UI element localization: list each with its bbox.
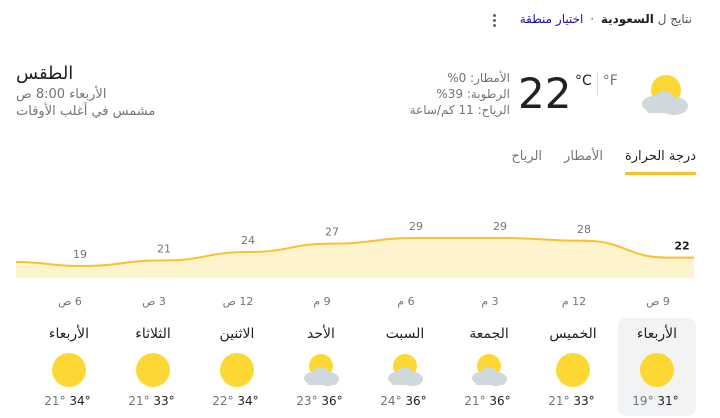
sun-icon [556,353,590,387]
day-forecast-item[interactable]: السبت 24° 36° [366,318,444,416]
weather-details: الأمطار: 0% الرطوبة: 39% الرياح: 11 كم/س… [396,70,510,118]
weather-summary: الطقس الأربعاء 8:00 ص مشمس في أغلب الأوق… [16,62,216,120]
day-forecast-item[interactable]: الأربعاء 19° 31° [618,318,696,416]
celsius-unit[interactable]: °C [575,73,592,89]
chart-data-label: 24 [241,234,255,247]
day-forecast-item[interactable]: الثلاثاء 21° 33° [114,318,192,416]
day-temperatures: 21° 33° [114,394,192,408]
day-temperatures: 21° 34° [30,394,108,408]
day-high-temp: 34° [69,394,91,408]
choose-region-link[interactable]: اختيار منطقة [519,12,584,26]
top-bar: نتايج ل السعودية · اختيار منطقة [0,8,720,32]
day-temperatures: 21° 33° [534,394,612,408]
results-prefix: نتايج ل [657,12,692,26]
day-high-temp: 33° [153,394,175,408]
day-forecast-item[interactable]: الخميس 21° 33° [534,318,612,416]
results-for-line: نتايج ل السعودية · اختيار منطقة [520,12,692,26]
day-low-temp: 19° [632,394,654,408]
tab-precipitation[interactable]: الأمطار [564,149,603,164]
chart-tick-label: 6 م [397,295,414,308]
unit-divider [596,73,598,95]
day-name: الأربعاء [636,326,678,342]
chart-data-label: 29 [409,220,423,233]
chart-series-line [15,237,694,268]
partly-cloudy-icon [304,354,339,386]
chart-tabs: درجة الحرارة الأمطار الرياح [489,146,696,175]
day-name: الجمعة [469,326,509,342]
sun-icon [52,353,86,387]
chart-tick-label: 12 ص [223,295,254,308]
location-name: السعودية [600,12,654,26]
chart-data-label: 22 [674,240,689,253]
chart-data-label: 27 [325,226,339,239]
day-forecast-item[interactable]: الاثنين 22° 34° [198,318,276,416]
day-low-temp: 21° [464,394,486,408]
chart-data-label: 19 [73,248,87,261]
current-datetime: الأربعاء 8:00 ص [16,87,107,102]
sun-icon [136,353,170,387]
chart-data-label: 28 [577,223,591,236]
chart-tick-label: 6 ص [58,295,82,308]
fahrenheit-unit[interactable]: °F [602,73,618,89]
separator-dot: · [590,12,595,26]
day-forecast-item[interactable]: الأحد 23° 36° [282,318,360,416]
partly-cloudy-icon [642,75,688,115]
day-high-temp: 36° [405,394,427,408]
humidity-text: الرطوبة: 39% [436,87,510,101]
wind-text: الرياح: 11 كم/ساعة [409,103,510,117]
day-name: الأربعاء [48,326,90,342]
weather-title: الطقس [16,63,74,84]
day-low-temp: 23° [296,394,318,408]
sun-icon [220,353,254,387]
day-high-temp: 33° [573,394,595,408]
current-temperature: 22 [518,69,572,118]
day-name: الأحد [307,326,335,342]
day-name: الخميس [549,326,597,342]
day-low-temp: 22° [212,394,234,408]
chart-tick-label: 9 ص [646,295,670,308]
chart-data-label: 21 [157,242,171,255]
chart-area-fill [16,238,694,278]
chart-data-label: 29 [493,220,507,233]
unit-switcher: °C °F [575,73,618,95]
day-temperatures: 23° 36° [282,394,360,408]
chart-tick-label: 9 م [313,295,330,308]
day-name: الاثنين [219,326,255,342]
day-high-temp: 36° [489,394,511,408]
day-high-temp: 31° [657,394,679,408]
day-low-temp: 21° [548,394,570,408]
day-low-temp: 24° [380,394,402,408]
chart-tick-label: 3 ص [142,295,166,308]
day-high-temp: 36° [321,394,343,408]
current-condition: مشمس في أغلب الأوقات [16,104,156,119]
day-name: الثلاثاء [135,326,171,342]
day-temperatures: 22° 34° [198,394,276,408]
temperature-chart: 22 28 29 29 27 24 21 19 9 ص 12 م 3 م 6 م 9 م 12 ص 3 ص… [15,220,694,308]
day-high-temp: 34° [237,394,259,408]
day-low-temp: 21° [44,394,66,408]
day-name: السبت [385,326,425,342]
partly-cloudy-icon [472,354,507,386]
precipitation-text: الأمطار: 0% [447,71,510,85]
tab-wind[interactable]: الرياح [511,149,543,164]
day-temperatures: 21° 36° [450,394,528,408]
partly-cloudy-icon [388,354,423,386]
chart-tick-label: 3 م [481,295,498,308]
day-low-temp: 21° [128,394,150,408]
more-options-icon[interactable] [484,10,504,30]
day-temperatures: 19° 31° [618,394,696,408]
day-temperatures: 24° 36° [366,394,444,408]
day-forecast-item[interactable]: الجمعة 21° 36° [450,318,528,416]
day-forecast-item[interactable]: الأربعاء 21° 34° [30,318,108,416]
chart-tick-label: 12 م [562,295,586,308]
sun-icon [640,353,674,387]
daily-forecast: الأربعاء 19° 31° الخميس 21° 33° الجمعة 21° 36… [0,318,720,416]
tab-temperature[interactable]: درجة الحرارة [624,146,696,175]
